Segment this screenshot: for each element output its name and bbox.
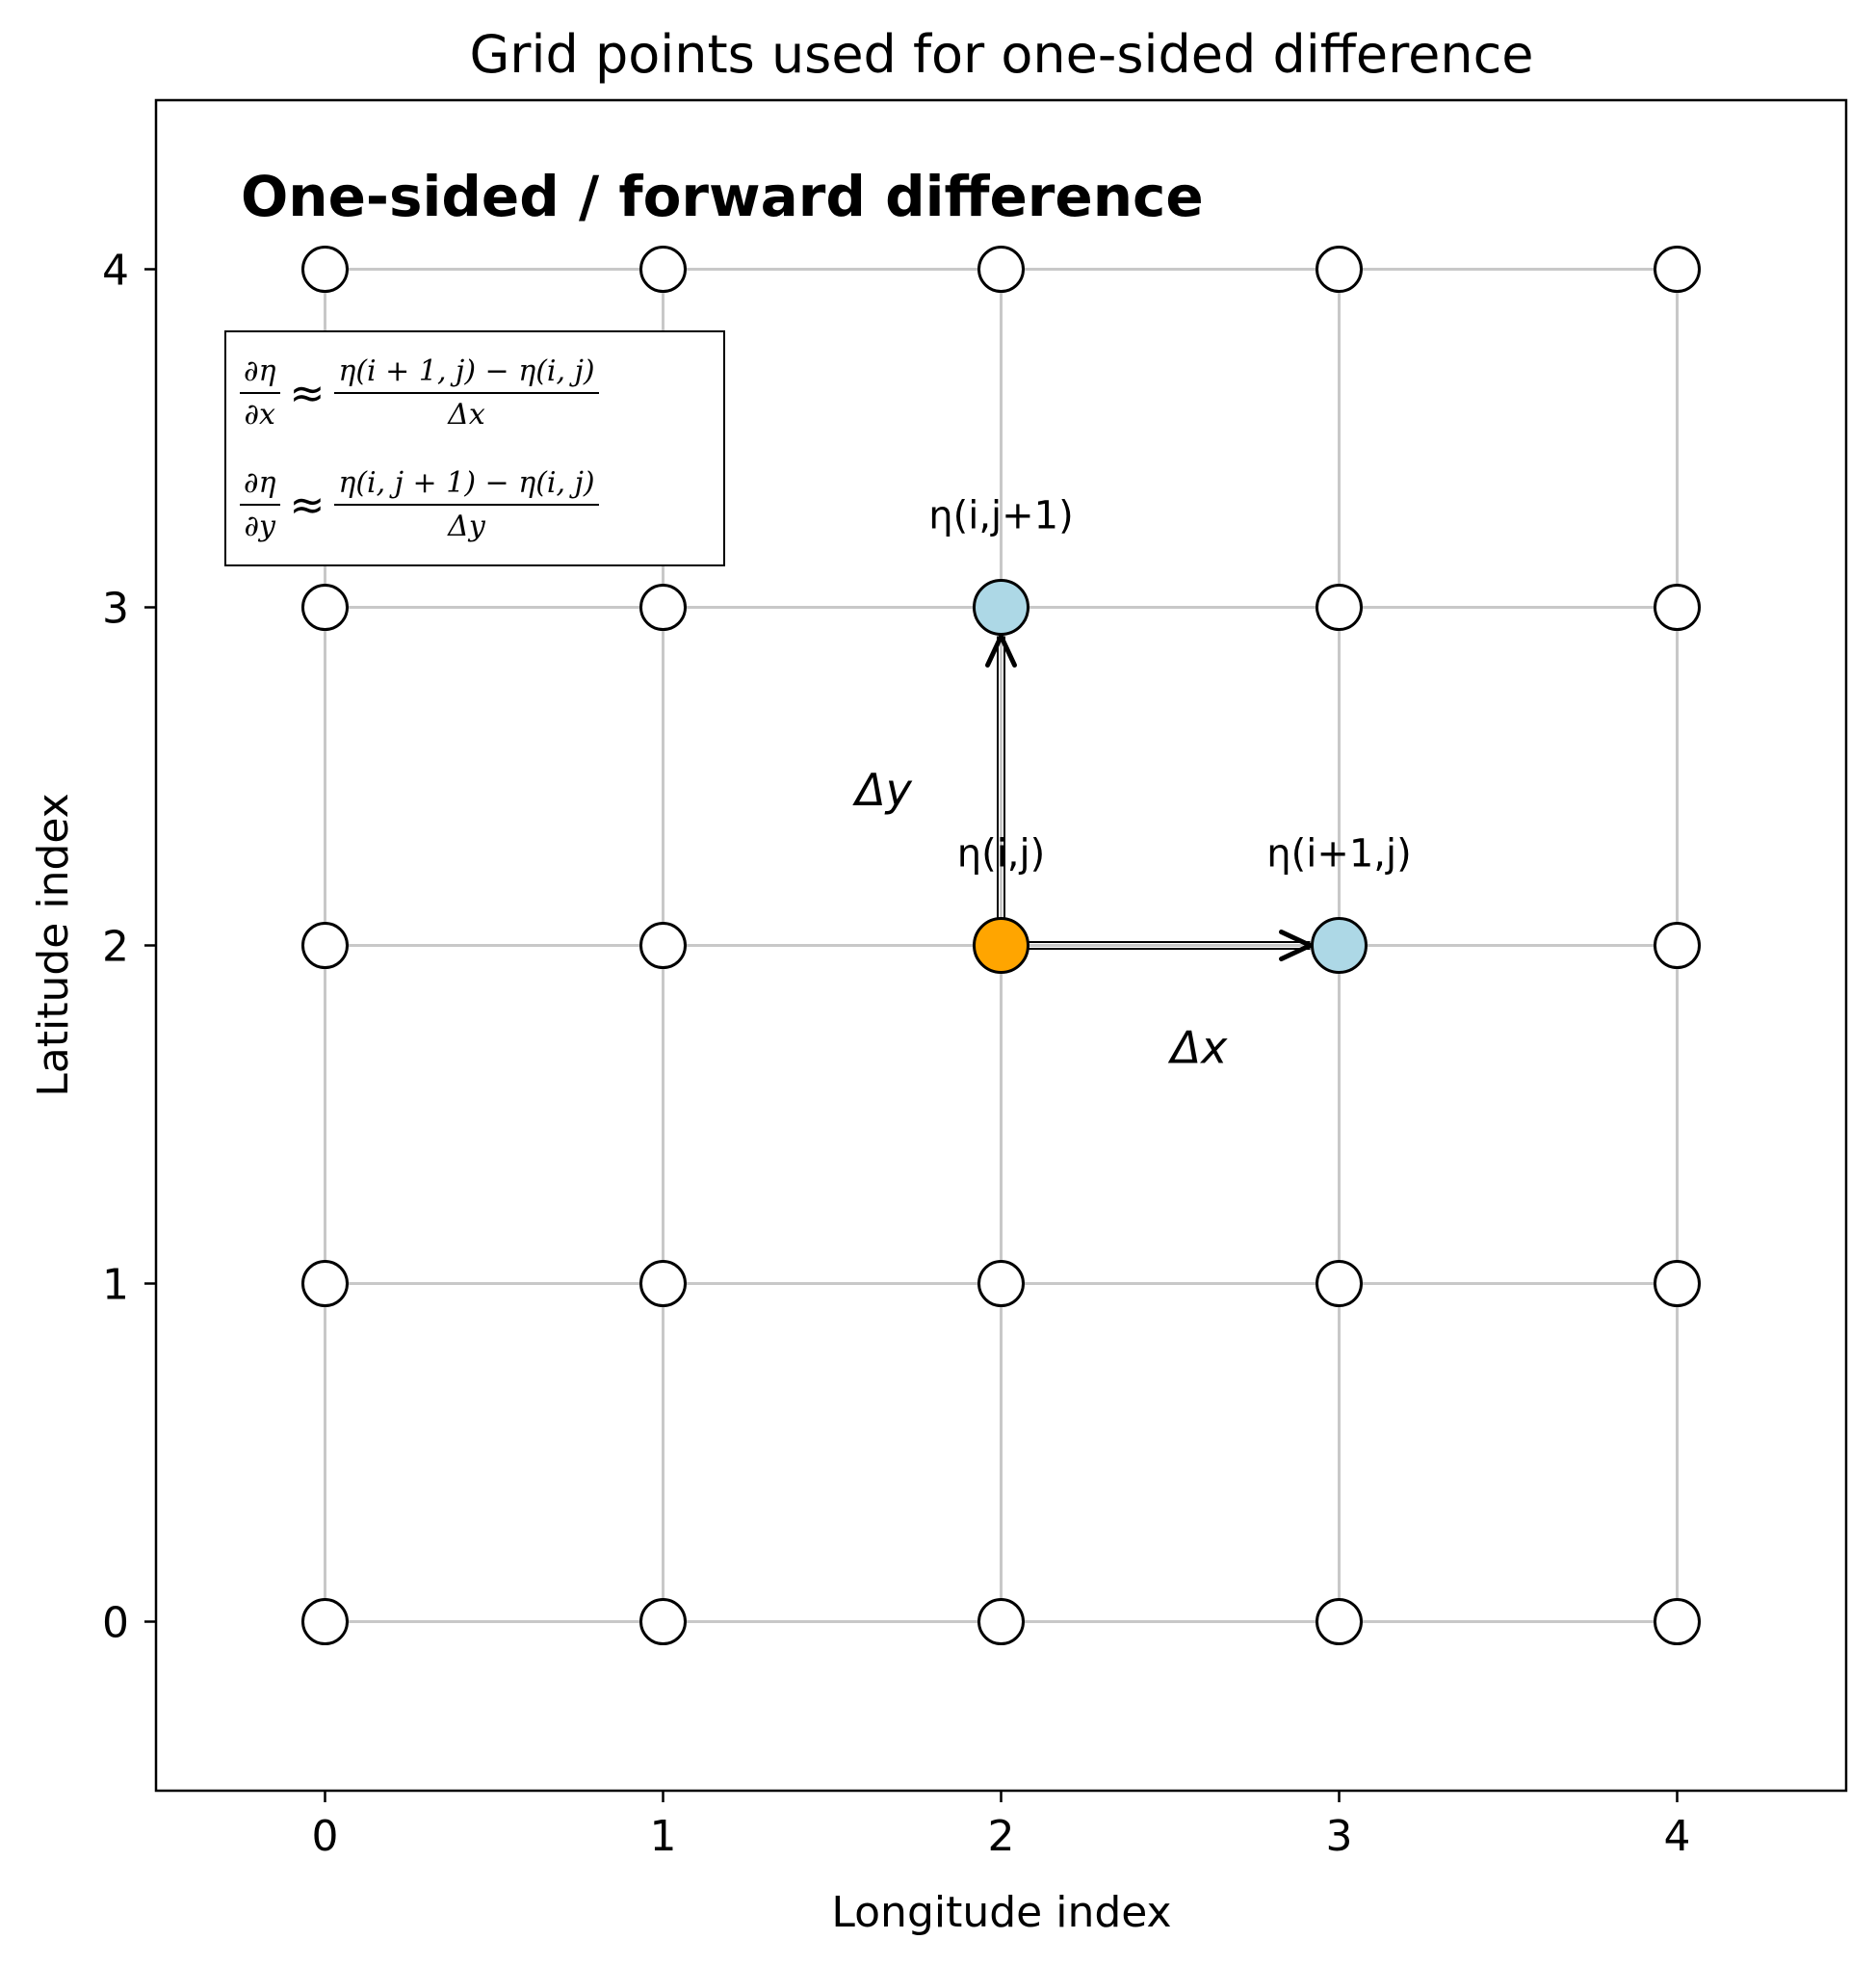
arrowhead bbox=[985, 634, 1017, 668]
grid-node bbox=[1654, 584, 1701, 631]
dy-lhs: ∂η ∂y bbox=[240, 466, 280, 543]
dy-lhs-numerator: ∂η bbox=[240, 466, 280, 506]
node-label: η(i,j) bbox=[957, 832, 1046, 877]
grid-node bbox=[639, 1260, 687, 1307]
grid-node bbox=[977, 246, 1025, 293]
grid-node bbox=[301, 1598, 349, 1645]
grid-nodes bbox=[301, 246, 1701, 1645]
grid-node bbox=[639, 584, 687, 631]
dx-rhs-denominator: Δx bbox=[448, 398, 485, 432]
highlighted-node bbox=[1311, 917, 1368, 974]
highlighted-node bbox=[973, 917, 1029, 974]
equation-box: ∂η ∂x ≈ η(i + 1, j) − η(i, j) Δx ∂η ∂y ≈… bbox=[224, 330, 725, 566]
delta-y-label: Δy bbox=[852, 764, 912, 816]
grid-node bbox=[1316, 1260, 1363, 1307]
grid-node bbox=[639, 1598, 687, 1645]
x-tick-label: 0 bbox=[312, 1812, 339, 1861]
grid-node bbox=[301, 246, 349, 293]
node-label: η(i+1,j) bbox=[1266, 832, 1411, 877]
approx-symbol: ≈ bbox=[289, 368, 326, 418]
grid-node bbox=[977, 1598, 1025, 1645]
dx-lhs-numerator: ∂η bbox=[240, 354, 280, 394]
x-tick-label: 2 bbox=[988, 1812, 1015, 1861]
figure-title: Grid points used for one-sided differenc… bbox=[469, 24, 1533, 85]
grid-node bbox=[639, 922, 687, 969]
highlighted-node bbox=[973, 579, 1029, 636]
y-tick-label: 1 bbox=[102, 1261, 129, 1310]
difference-arrow bbox=[1001, 930, 1313, 961]
node-labels: η(i,j) η(i+1,j) η(i,j+1) bbox=[928, 494, 1411, 877]
difference-arrow bbox=[985, 634, 1017, 946]
y-tick-label: 0 bbox=[102, 1599, 129, 1648]
grid-node bbox=[639, 246, 687, 293]
grid-node bbox=[301, 584, 349, 631]
grid-node bbox=[301, 1260, 349, 1307]
x-tick-label: 1 bbox=[650, 1812, 677, 1861]
grid-node bbox=[1316, 1598, 1363, 1645]
y-tick-label: 4 bbox=[102, 247, 129, 296]
grid-node bbox=[1654, 246, 1701, 293]
approx-symbol: ≈ bbox=[289, 480, 326, 530]
grid-node bbox=[1316, 584, 1363, 631]
y-tick-label: 3 bbox=[102, 585, 129, 634]
x-tick-label: 3 bbox=[1326, 1812, 1353, 1861]
grid-node bbox=[1654, 1598, 1701, 1645]
x-axis-label: Longitude index bbox=[831, 1888, 1171, 1937]
subtitle: One-sided / forward difference bbox=[241, 164, 1204, 229]
dy-rhs-denominator: Δy bbox=[448, 510, 485, 543]
y-axis-label: Latitude index bbox=[29, 793, 78, 1096]
equation-dy: ∂η ∂y ≈ η(i, j + 1) − η(i, j) Δy bbox=[240, 452, 599, 558]
difference-arrows: Δx Δy bbox=[852, 634, 1313, 1074]
arrowhead bbox=[1279, 930, 1313, 961]
grid-node bbox=[301, 922, 349, 969]
dx-rhs-numerator: η(i + 1, j) − η(i, j) bbox=[334, 354, 599, 394]
grid-node bbox=[1654, 922, 1701, 969]
grid-node bbox=[1316, 246, 1363, 293]
dy-lhs-denominator: ∂y bbox=[244, 510, 275, 543]
dy-rhs-numerator: η(i, j + 1) − η(i, j) bbox=[334, 466, 599, 506]
equation-dx: ∂η ∂x ≈ η(i + 1, j) − η(i, j) Δx bbox=[240, 340, 599, 446]
node-label: η(i,j+1) bbox=[928, 494, 1073, 538]
x-tick-label: 4 bbox=[1664, 1812, 1691, 1861]
grid-node bbox=[1654, 1260, 1701, 1307]
dx-rhs: η(i + 1, j) − η(i, j) Δx bbox=[334, 354, 599, 432]
delta-x-label: Δx bbox=[1168, 1022, 1228, 1074]
dy-rhs: η(i, j + 1) − η(i, j) Δy bbox=[334, 466, 599, 543]
dx-lhs: ∂η ∂x bbox=[240, 354, 280, 432]
grid-node bbox=[977, 1260, 1025, 1307]
axis-ticks: 0 1 2 3 4 0 1 2 3 4 bbox=[102, 247, 1691, 1862]
y-tick-label: 2 bbox=[102, 923, 129, 972]
dx-lhs-denominator: ∂x bbox=[244, 398, 275, 432]
